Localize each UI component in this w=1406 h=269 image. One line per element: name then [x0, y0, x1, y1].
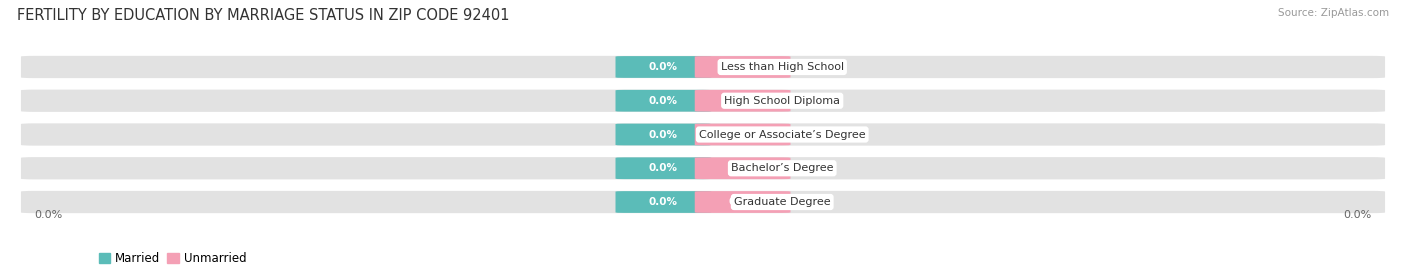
FancyBboxPatch shape	[695, 90, 790, 112]
Text: 0.0%: 0.0%	[728, 62, 756, 72]
Text: 0.0%: 0.0%	[728, 163, 756, 173]
Text: Bachelor’s Degree: Bachelor’s Degree	[731, 163, 834, 173]
Text: 0.0%: 0.0%	[650, 163, 678, 173]
Text: FERTILITY BY EDUCATION BY MARRIAGE STATUS IN ZIP CODE 92401: FERTILITY BY EDUCATION BY MARRIAGE STATU…	[17, 8, 509, 23]
Text: College or Associate’s Degree: College or Associate’s Degree	[699, 129, 866, 140]
FancyBboxPatch shape	[695, 157, 790, 179]
Text: 0.0%: 0.0%	[728, 197, 756, 207]
FancyBboxPatch shape	[616, 90, 711, 112]
FancyBboxPatch shape	[21, 191, 1385, 213]
FancyBboxPatch shape	[695, 191, 790, 213]
FancyBboxPatch shape	[616, 157, 711, 179]
FancyBboxPatch shape	[21, 123, 1385, 146]
Text: 0.0%: 0.0%	[650, 197, 678, 207]
FancyBboxPatch shape	[616, 56, 711, 78]
Text: 0.0%: 0.0%	[650, 129, 678, 140]
Text: 0.0%: 0.0%	[728, 129, 756, 140]
Text: Graduate Degree: Graduate Degree	[734, 197, 831, 207]
FancyBboxPatch shape	[695, 124, 790, 145]
Text: 0.0%: 0.0%	[1343, 210, 1371, 220]
Text: 0.0%: 0.0%	[35, 210, 63, 220]
Legend: Married, Unmarried: Married, Unmarried	[94, 247, 252, 269]
FancyBboxPatch shape	[21, 90, 1385, 112]
FancyBboxPatch shape	[616, 124, 711, 145]
Text: Source: ZipAtlas.com: Source: ZipAtlas.com	[1278, 8, 1389, 18]
FancyBboxPatch shape	[616, 191, 711, 213]
FancyBboxPatch shape	[695, 56, 790, 78]
Text: Less than High School: Less than High School	[721, 62, 844, 72]
FancyBboxPatch shape	[21, 157, 1385, 179]
Text: 0.0%: 0.0%	[728, 96, 756, 106]
FancyBboxPatch shape	[21, 56, 1385, 78]
Text: High School Diploma: High School Diploma	[724, 96, 841, 106]
Text: 0.0%: 0.0%	[650, 62, 678, 72]
Text: 0.0%: 0.0%	[650, 96, 678, 106]
